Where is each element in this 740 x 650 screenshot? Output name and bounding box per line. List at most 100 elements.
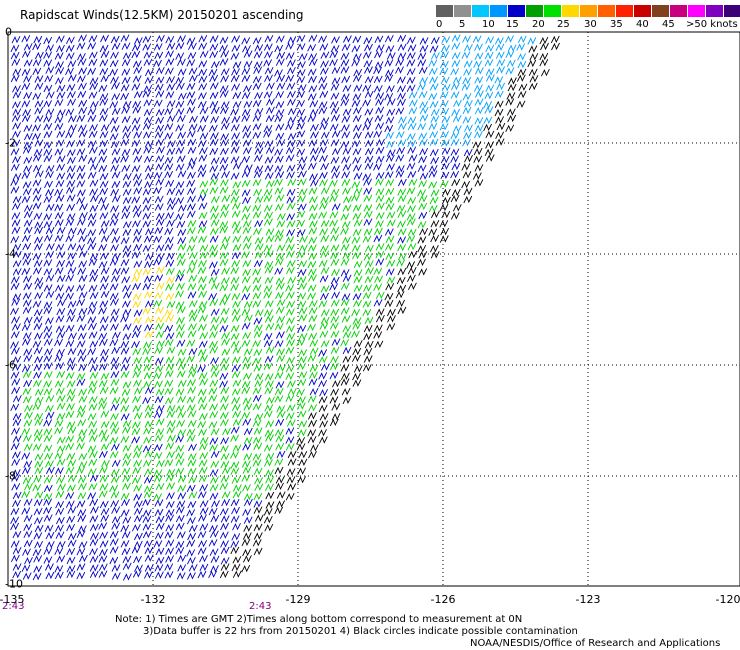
- wind-barb: [111, 331, 121, 340]
- wind-barb: [76, 196, 86, 205]
- wind-barb: [197, 530, 207, 539]
- wind-barb: [353, 299, 362, 308]
- wind-barb: [286, 468, 296, 476]
- wind-barb: [111, 346, 121, 355]
- wind-barb: [133, 532, 143, 541]
- wind-barb: [265, 235, 275, 243]
- wind-barb: [440, 130, 449, 139]
- wind-barb: [208, 539, 218, 547]
- wind-barb: [242, 205, 252, 213]
- wind-barb: [132, 60, 142, 68]
- wind-barb: [22, 306, 32, 314]
- wind-barb: [98, 522, 108, 530]
- wind-barb: [175, 76, 185, 85]
- wind-barb: [232, 444, 242, 452]
- wind-barb: [110, 205, 119, 213]
- wind-barb: [241, 275, 251, 284]
- wind-barb: [54, 338, 63, 347]
- wind-barb: [100, 507, 110, 516]
- wind-barb: [219, 380, 229, 388]
- wind-barb: [263, 244, 273, 252]
- wind-barb: [340, 298, 350, 307]
- wind-barb: [133, 228, 143, 236]
- wind-barb: [188, 347, 198, 356]
- wind-barb: [308, 274, 317, 282]
- wind-barb: [232, 484, 242, 492]
- wind-barb: [110, 491, 120, 499]
- wind-barb: [54, 267, 64, 275]
- wind-barb: [287, 116, 297, 124]
- wind-barb: [176, 269, 186, 277]
- wind-barb: [373, 324, 383, 332]
- wind-barb: [264, 140, 274, 148]
- wind-barb: [11, 58, 21, 67]
- wind-barb: [175, 301, 185, 309]
- wind-barb: [296, 90, 306, 99]
- wind-barb: [78, 461, 88, 469]
- wind-barb: [296, 34, 306, 43]
- wind-barb: [232, 162, 242, 170]
- wind-barb: [122, 444, 132, 452]
- wind-barb: [131, 340, 140, 349]
- wind-barb: [176, 58, 186, 67]
- wind-barb: [153, 171, 163, 180]
- wind-barb: [286, 202, 296, 211]
- wind-barb: [109, 386, 119, 395]
- wind-barb: [396, 204, 406, 213]
- wind-barb: [66, 172, 76, 180]
- wind-barb: [56, 274, 66, 283]
- wind-barb: [429, 45, 439, 53]
- wind-barb: [122, 188, 132, 196]
- wind-barb: [231, 396, 241, 405]
- wind-barb: [505, 50, 515, 59]
- wind-barb: [474, 164, 484, 172]
- wind-barb: [417, 59, 427, 67]
- wind-barb: [43, 51, 53, 59]
- wind-barb: [10, 307, 19, 316]
- wind-barb: [209, 250, 219, 258]
- wind-barb: [120, 315, 129, 323]
- wind-barb: [231, 132, 241, 140]
- wind-barb: [143, 371, 153, 380]
- wind-barb: [175, 452, 185, 460]
- wind-barb: [177, 362, 187, 371]
- wind-barb: [54, 234, 64, 242]
- wind-barb: [330, 315, 340, 324]
- wind-barb: [363, 59, 373, 68]
- wind-barb: [98, 148, 108, 156]
- wind-barb: [252, 75, 262, 84]
- wind-barb: [242, 548, 252, 557]
- wind-barb: [186, 187, 196, 195]
- wind-barb: [177, 395, 187, 404]
- wind-barb: [209, 82, 219, 90]
- wind-barb: [242, 226, 252, 235]
- wind-barb: [98, 363, 108, 371]
- wind-barb: [12, 491, 22, 500]
- wind-barb: [45, 460, 54, 468]
- wind-barb: [66, 403, 75, 411]
- wind-barb: [121, 388, 131, 397]
- wind-barb: [54, 452, 64, 460]
- wind-barb: [209, 476, 219, 484]
- wind-barb: [318, 379, 328, 388]
- wind-barb: [231, 259, 241, 268]
- wind-barb: [76, 500, 86, 508]
- wind-barb: [121, 498, 130, 507]
- wind-barb: [342, 108, 352, 116]
- wind-barb: [331, 77, 341, 85]
- wind-barb: [219, 85, 229, 93]
- wind-barb: [265, 82, 275, 90]
- wind-barb: [98, 402, 108, 410]
- wind-barb: [197, 194, 207, 202]
- wind-barb: [231, 83, 241, 91]
- wind-barb: [330, 346, 340, 355]
- wind-barb: [110, 499, 120, 508]
- wind-barb: [253, 317, 263, 325]
- wind-barb: [21, 466, 31, 475]
- wind-barb: [175, 181, 185, 189]
- wind-barb: [341, 387, 351, 396]
- wind-barb: [134, 564, 143, 573]
- wind-barb: [254, 476, 264, 485]
- wind-barb: [155, 155, 165, 163]
- wind-barb: [76, 442, 85, 451]
